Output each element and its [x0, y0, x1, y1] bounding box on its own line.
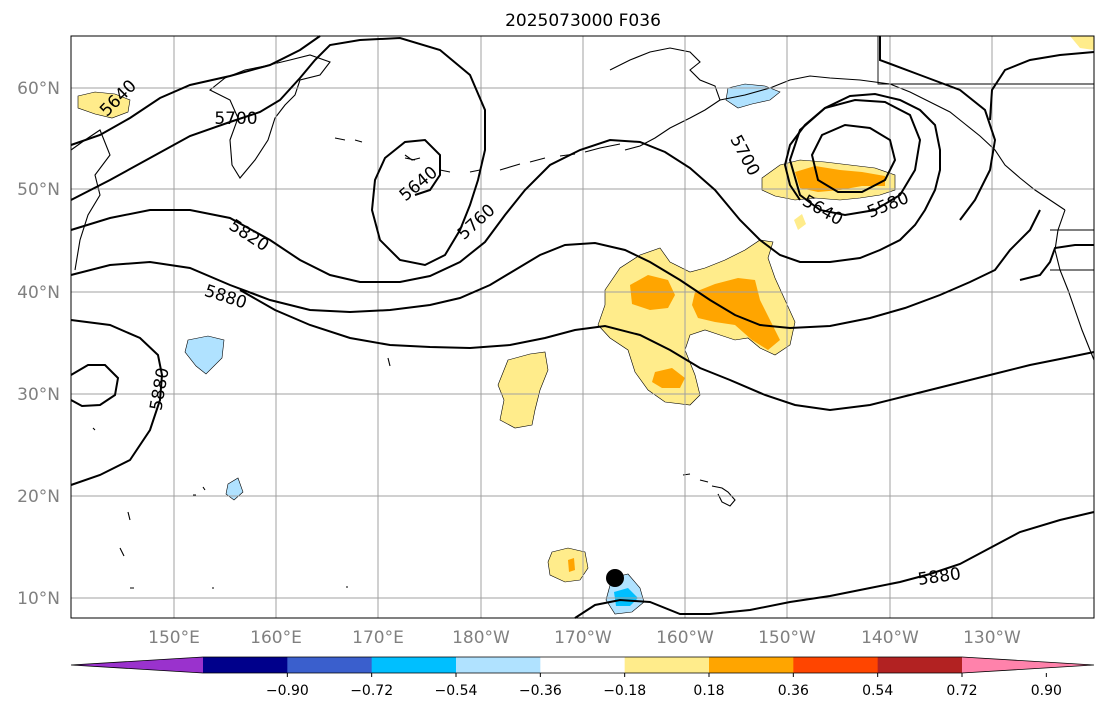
lat-label: 10°N — [17, 589, 60, 609]
colorbar-tick-label: −0.72 — [350, 683, 393, 699]
gridlines — [71, 36, 1094, 618]
location-marker — [606, 569, 624, 587]
figure-title: 2025073000 F036 — [505, 11, 661, 31]
lat-label: 30°N — [17, 385, 60, 405]
colorbar-tick-label: −0.54 — [435, 683, 478, 699]
lat-label: 40°N — [17, 283, 60, 303]
shade-orange-4 — [795, 166, 885, 192]
colorbar-tick-label: 0.90 — [1031, 683, 1062, 699]
lat-label: 60°N — [17, 79, 60, 99]
colorbar-tick-label: 0.72 — [946, 683, 977, 699]
colorbar-tick-label: 0.36 — [778, 683, 809, 699]
lat-label: 20°N — [17, 487, 60, 507]
lat-labels: 60°N 50°N 40°N 30°N 20°N 10°N — [17, 79, 60, 609]
lon-label: 150°E — [148, 628, 200, 648]
shade-positive-nw — [77, 91, 131, 119]
shade-positive-south — [547, 547, 589, 583]
map-panel: 5640 5700 5640 5760 5820 5880 5880 5700 … — [70, 35, 1095, 619]
lon-label: 170°W — [554, 628, 612, 648]
colorbar-segment — [287, 657, 373, 673]
coastlines — [70, 36, 1095, 589]
lon-label: 170°E — [352, 628, 404, 648]
height-contours — [70, 35, 1095, 619]
shade-orange-2 — [692, 278, 780, 350]
colorbar-segment — [371, 657, 457, 673]
colorbar-outline — [70, 656, 1095, 674]
shade-positive-tiny — [794, 214, 806, 230]
colorbar-tick-label: 0.18 — [693, 683, 724, 699]
lat-label: 50°N — [17, 180, 60, 200]
lon-label: 130°W — [963, 628, 1021, 648]
colorbar-tick-label: −0.36 — [519, 683, 562, 699]
lon-label: 160°E — [250, 628, 302, 648]
lon-label: 150°W — [758, 628, 816, 648]
shade-orange-5 — [568, 558, 575, 572]
colorbar-segment — [877, 657, 963, 673]
colorbar-extend-low — [71, 657, 203, 673]
colorbar-segment — [624, 657, 710, 673]
colorbar-segment — [793, 657, 879, 673]
colorbar-segment — [203, 657, 288, 673]
shade-orange-3 — [652, 368, 685, 388]
colorbar-tick-label: 0.54 — [862, 683, 893, 699]
shade-negative-alaska — [725, 83, 781, 109]
colorbar-segment — [540, 657, 626, 673]
lon-label: 160°W — [656, 628, 714, 648]
contour-label: 5700 — [214, 109, 257, 129]
colorbar-tick-label: −0.18 — [603, 683, 646, 699]
shade-positive-ne-corner — [1070, 36, 1094, 50]
lon-label: 180°W — [452, 628, 510, 648]
colorbar-segment — [456, 657, 541, 673]
colorbar: −0.90 −0.72 −0.54 −0.36 −0.18 0.18 0.36 0.54 0.7… — [70, 656, 1095, 699]
shaded-areas — [77, 36, 1094, 615]
lon-label: 140°W — [861, 628, 919, 648]
lon-labels: 150°E 160°E 170°E 180°W 170°W 160°W 150°… — [148, 628, 1021, 648]
shade-negative-west-1 — [184, 335, 225, 375]
colorbar-tick-label: −0.90 — [266, 683, 309, 699]
colorbar-segment — [709, 657, 794, 673]
shade-positive-west — [497, 351, 549, 429]
colorbar-extend-high — [962, 657, 1094, 673]
